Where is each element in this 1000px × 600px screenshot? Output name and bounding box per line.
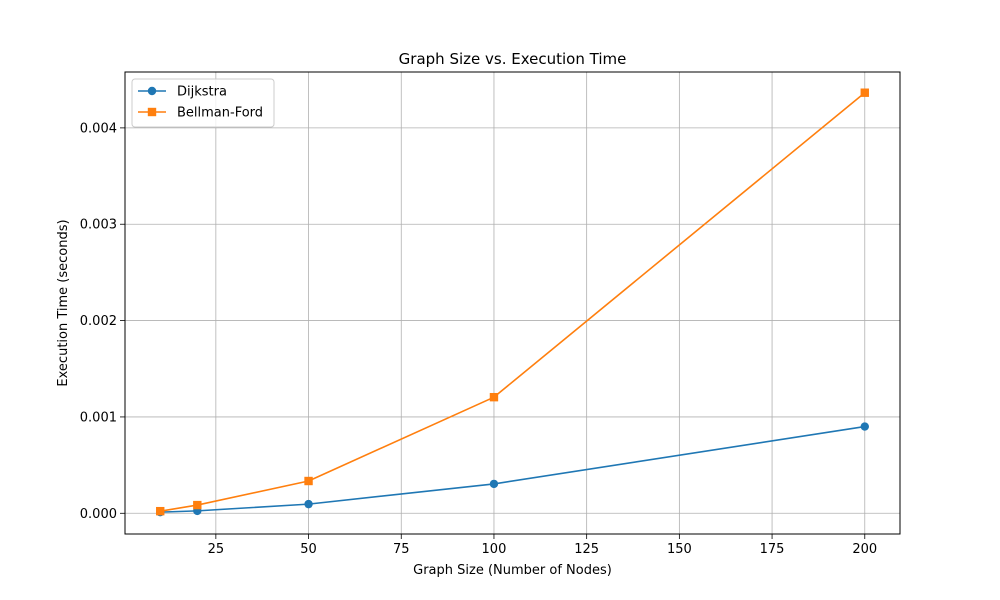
data-point-dijkstra [304, 499, 313, 509]
x-tick-label: 200 [852, 542, 877, 557]
x-tick-label: 25 [208, 542, 225, 557]
chart-title: Graph Size vs. Execution Time [399, 50, 627, 68]
y-tick-label: 0.000 [80, 507, 117, 522]
y-tick-label: 0.004 [80, 121, 117, 136]
x-tick-label: 150 [667, 542, 692, 557]
legend-marker-bellman-ford [147, 107, 157, 117]
legend: Dijkstra Bellman-Ford [131, 78, 275, 128]
data-point-bellman-ford [304, 476, 313, 486]
data-point-bellman-ford [860, 88, 869, 97]
plot-area-frame [124, 71, 901, 535]
series-layer [156, 88, 869, 517]
legend-label-bellman-ford: Bellman-Ford [177, 106, 263, 121]
x-axis-label: Graph Size (Number of Nodes) [413, 563, 612, 578]
data-point-bellman-ford [193, 500, 202, 510]
data-point-bellman-ford [156, 506, 165, 516]
x-tick-label: 75 [393, 542, 410, 557]
y-tick-label: 0.003 [80, 218, 117, 233]
legend-marker-dijkstra [147, 86, 157, 96]
x-tick-label: 50 [300, 542, 317, 557]
legend-box [131, 78, 275, 128]
data-point-bellman-ford [489, 392, 499, 402]
x-tick-label: 125 [574, 542, 599, 557]
y-tick-label: 0.001 [80, 410, 117, 425]
grid [125, 72, 900, 534]
x-tick-label: 175 [760, 542, 785, 557]
data-point-dijkstra [860, 422, 869, 431]
data-point-dijkstra [489, 479, 499, 489]
y-tick-label: 0.002 [80, 314, 117, 329]
legend-label-dijkstra: Dijkstra [177, 85, 227, 100]
x-tick-label: 100 [482, 542, 507, 557]
y-axis-label: Execution Time (seconds) [56, 219, 71, 386]
axis-ticks: 25 50 75 100 125 150 175 200 0.000 0.001 0.002 0.00… [80, 121, 877, 557]
